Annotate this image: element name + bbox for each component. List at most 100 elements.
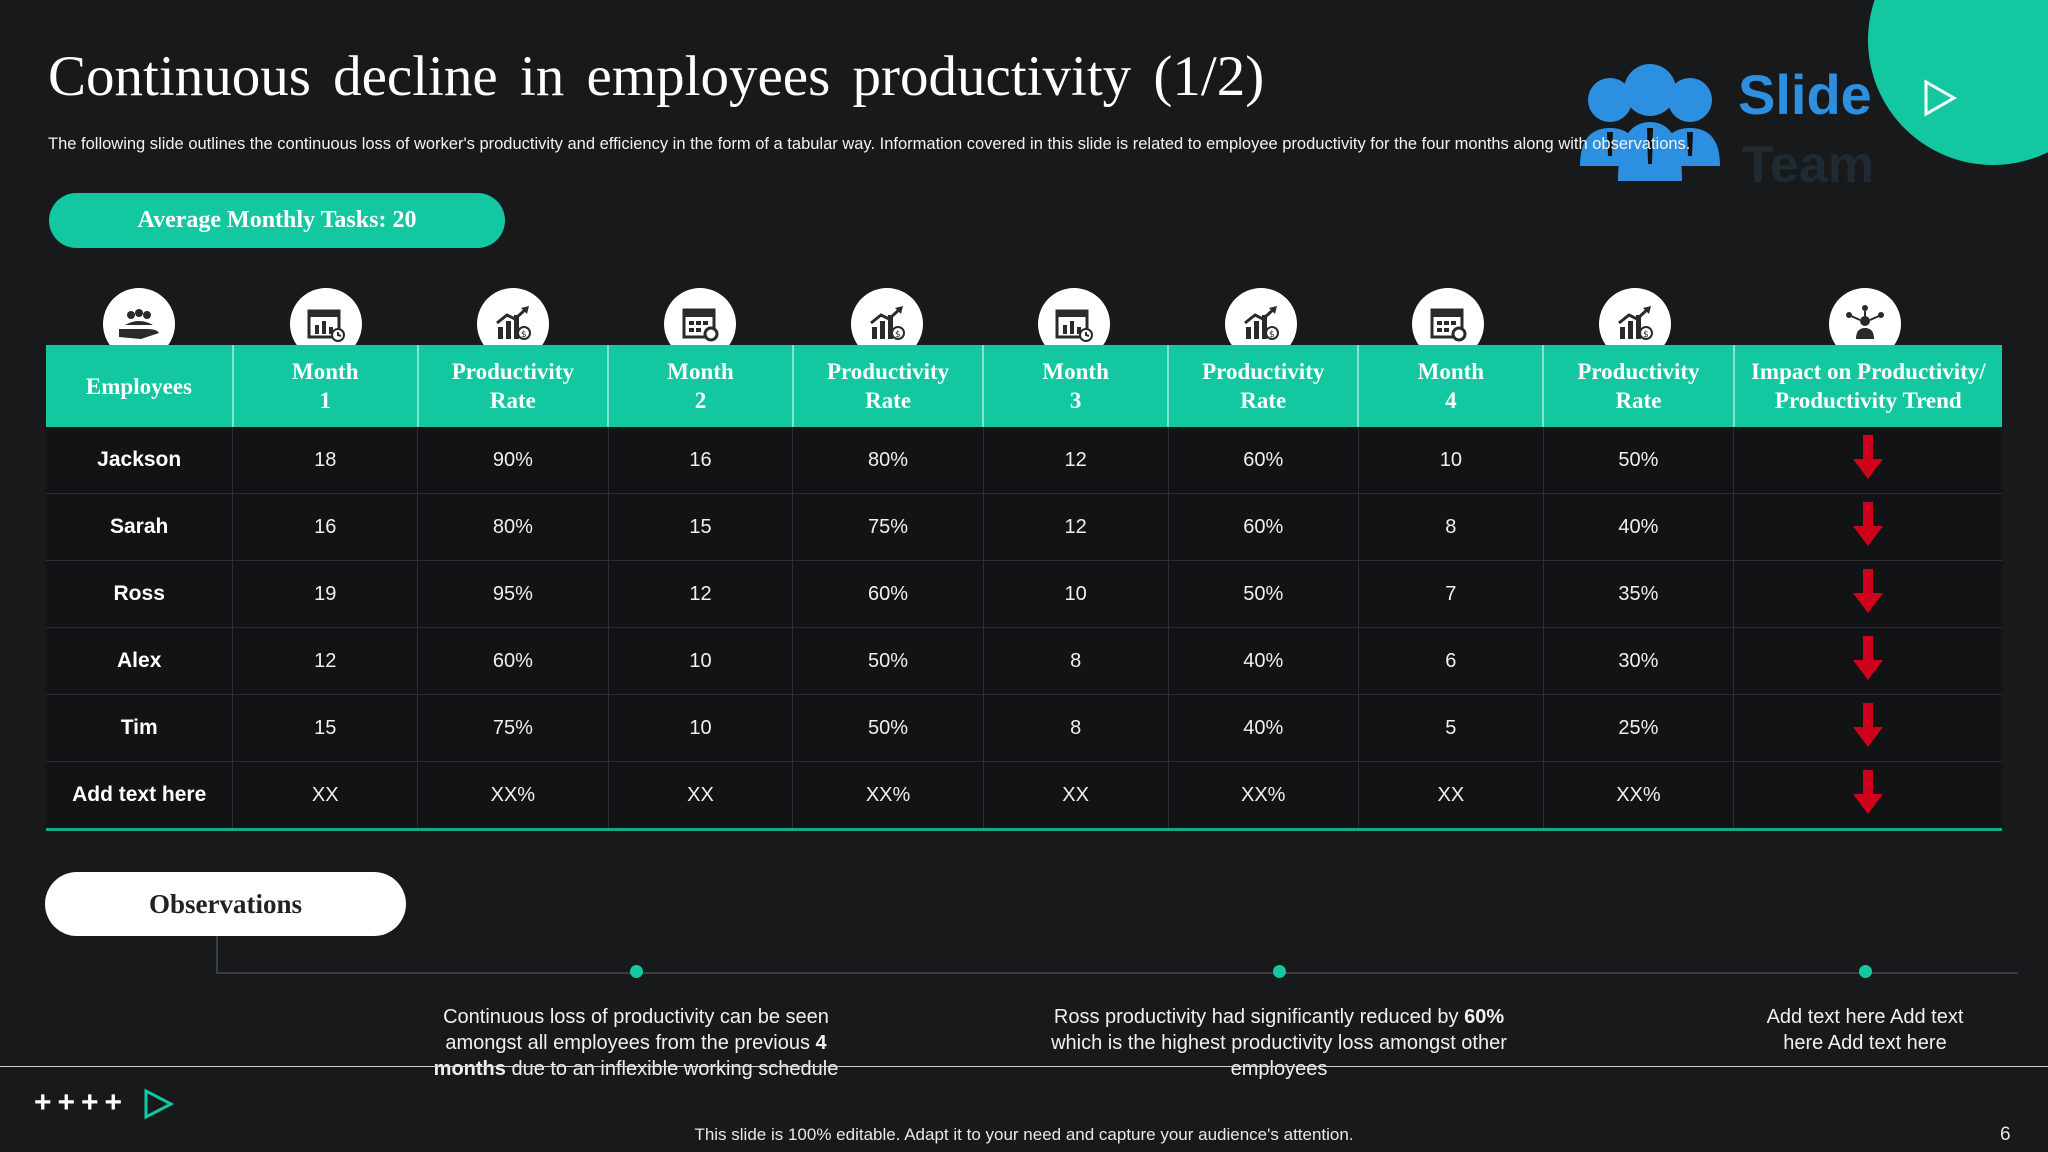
table-cell: 5 — [1358, 694, 1544, 762]
observation-text-part: which is the highest productivity loss a… — [1051, 1032, 1507, 1080]
table-row: Jackson 18 90% 16 80% 12 60% 10 50% — [46, 427, 2002, 494]
table-row: Add text here XX XX% XX XX% XX XX% XX XX% — [46, 761, 2002, 831]
table-cell: 80% — [417, 493, 609, 561]
column-header-line2: Rate — [1240, 388, 1287, 413]
column-header-line2: Rate — [865, 388, 912, 413]
column-header: Employees — [46, 345, 234, 427]
column-header-line1: Month — [667, 359, 734, 384]
table-cell: XX — [1358, 761, 1544, 831]
observation-text: Ross productivity had significantly redu… — [1049, 1004, 1509, 1082]
table-cell: 60% — [1168, 427, 1359, 494]
table-cell: 50% — [1168, 560, 1359, 628]
observation-text-part: due to an inflexible working schedule — [505, 1058, 839, 1080]
table-row: Alex 12 60% 10 50% 8 40% 6 30% — [46, 627, 2002, 695]
average-tasks-badge: Average Monthly Tasks: 20 — [49, 193, 505, 248]
table-cell: 15 — [608, 493, 794, 561]
play-outline-icon — [1924, 79, 1958, 117]
table-cell: 60% — [1168, 493, 1359, 561]
table-cell: XX — [232, 761, 419, 831]
table-row: Tim 15 75% 10 50% 8 40% 5 25% — [46, 694, 2002, 762]
column-header-line1: Productivity — [1577, 359, 1700, 384]
table-cell: 6 — [1358, 627, 1544, 695]
employee-name-cell: Jackson — [46, 427, 234, 494]
down-arrow-icon — [1853, 569, 1884, 613]
table-cell: 35% — [1543, 560, 1735, 628]
down-arrow-icon — [1853, 770, 1884, 814]
table-cell: 40% — [1168, 694, 1359, 762]
trend-cell — [1733, 694, 2002, 762]
table-cell: 75% — [792, 493, 984, 561]
table-header-row: Employees Month 1 Productivity Rate Month 2 Pro… — [46, 345, 2002, 427]
observation-highlight: 60% — [1464, 1006, 1505, 1028]
footer-note: This slide is 100% editable. Adapt it to… — [694, 1125, 1354, 1144]
table-cell: 16 — [608, 427, 794, 494]
table-cell: XX — [608, 761, 794, 831]
column-header-line2: Rate — [1615, 388, 1662, 413]
table-cell: 95% — [417, 560, 609, 628]
table-cell: 50% — [1543, 427, 1735, 494]
table-cell: 10 — [983, 560, 1169, 628]
column-header-line1: Month — [1417, 359, 1485, 384]
employee-name-cell: Ross — [46, 560, 234, 628]
table-cell: XX% — [1543, 761, 1735, 831]
employee-name-cell: Tim — [46, 694, 234, 762]
logo-text-slide: Slide — [1738, 63, 1872, 126]
column-header-line2: 4 — [1445, 388, 1457, 413]
trend-cell — [1733, 427, 2002, 494]
timeline-dot — [1273, 965, 1286, 978]
table-cell: 50% — [792, 627, 984, 695]
table-row: Sarah 16 80% 15 75% 12 60% 8 40% — [46, 493, 2002, 561]
table-cell: 16 — [232, 493, 419, 561]
observation-text: Add text here Add text here Add text her… — [1765, 1004, 1965, 1056]
table-cell: 75% — [417, 694, 609, 762]
table-cell: 40% — [1543, 493, 1735, 561]
column-header: Productivity Rate — [1543, 345, 1735, 427]
column-header-line1: Impact on Productivity/ — [1750, 359, 1986, 384]
table-cell: 7 — [1358, 560, 1544, 628]
trend-cell — [1733, 560, 2002, 628]
observations-label: Observations — [45, 872, 406, 936]
observations-connector — [216, 936, 218, 974]
trend-cell — [1733, 761, 2002, 831]
table-cell: 50% — [792, 694, 984, 762]
plus-symbols: ++++ — [34, 1086, 129, 1119]
observation-text-part: Ross productivity had significantly redu… — [1053, 1006, 1465, 1028]
employee-name-cell: Alex — [46, 627, 234, 695]
table-cell: 60% — [792, 560, 984, 628]
down-arrow-icon — [1853, 703, 1884, 747]
play-outline-icon — [144, 1088, 174, 1120]
table-cell: 10 — [608, 627, 794, 695]
logo-text-team: Team — [1742, 136, 1874, 194]
table-cell: 80% — [792, 427, 984, 494]
table-cell: 12 — [608, 560, 794, 628]
svg-text:$: $ — [1269, 330, 1275, 340]
table-cell: 25% — [1543, 694, 1735, 762]
table-cell: 10 — [1358, 427, 1544, 494]
column-header-line1: Productivity — [451, 359, 574, 384]
table-cell: 90% — [417, 427, 609, 494]
observations-timeline — [216, 972, 2018, 974]
down-arrow-icon — [1853, 435, 1884, 479]
employee-name-cell: Add text here — [46, 761, 234, 831]
trend-cell — [1733, 493, 2002, 561]
column-header-line1: Employees — [85, 373, 192, 399]
down-arrow-icon — [1853, 502, 1884, 546]
table-cell: 8 — [983, 694, 1169, 762]
table-cell: 19 — [232, 560, 419, 628]
table-cell: 12 — [983, 493, 1169, 561]
timeline-dot — [630, 965, 643, 978]
column-header: Impact on Productivity/Productivity Tren… — [1733, 345, 2002, 427]
table-cell: XX% — [1168, 761, 1359, 831]
table-cell: XX% — [792, 761, 984, 831]
footer-divider — [0, 1066, 2048, 1067]
table-cell: XX% — [417, 761, 609, 831]
down-arrow-icon — [1853, 636, 1884, 680]
column-header-line1: Month — [1042, 359, 1109, 384]
column-header-line1: Month — [292, 359, 359, 384]
table-cell: 15 — [232, 694, 419, 762]
observation-text: Continuous loss of productivity can be s… — [416, 1004, 856, 1082]
column-header: Month 1 — [232, 345, 419, 427]
svg-text:$: $ — [895, 330, 901, 340]
column-header-line1: Productivity — [1202, 359, 1325, 384]
svg-text:$: $ — [1643, 330, 1649, 340]
